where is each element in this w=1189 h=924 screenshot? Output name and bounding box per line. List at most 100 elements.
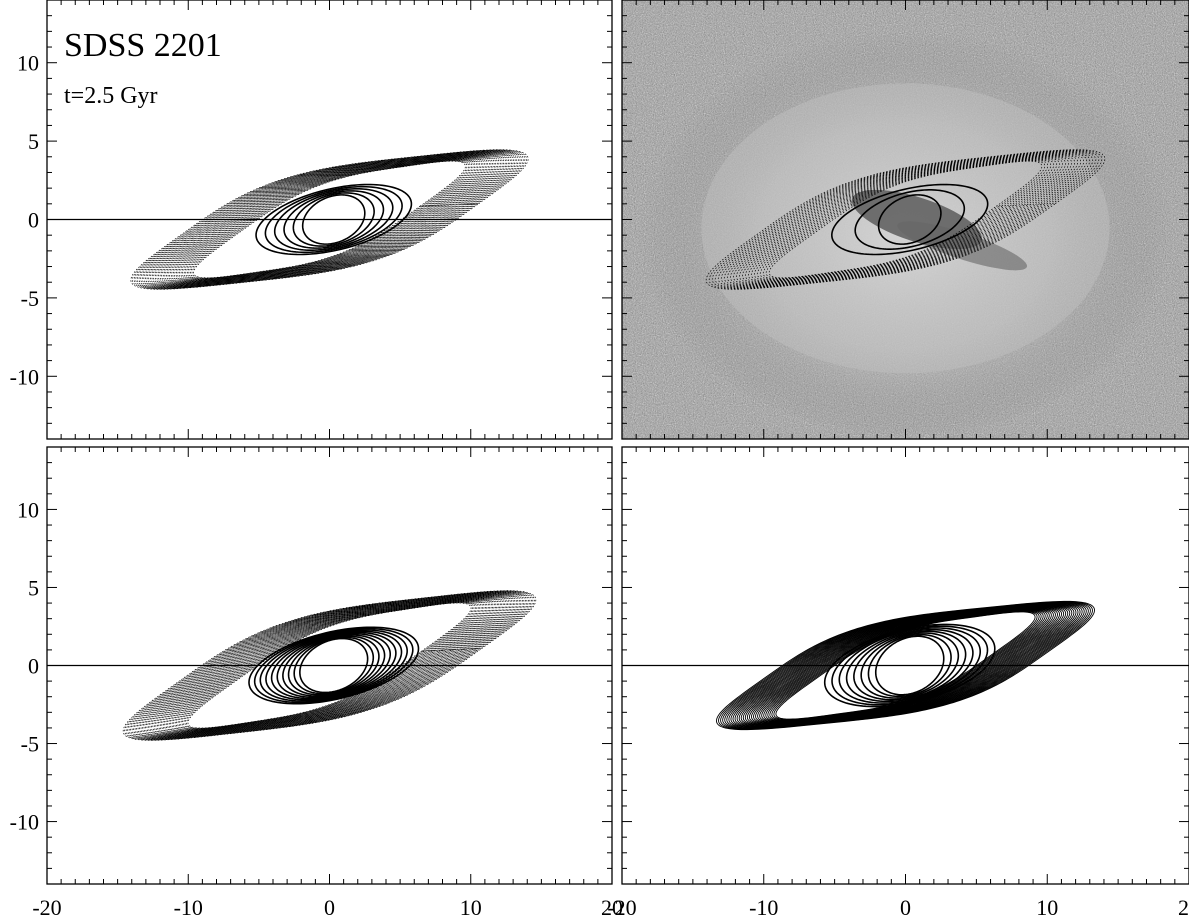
orbit-line	[732, 154, 1079, 285]
inner-loop	[283, 190, 385, 249]
inner-loop	[255, 183, 413, 256]
x-tick-label: -20	[32, 895, 61, 920]
orbit-line	[191, 160, 468, 279]
x-tick-label: 20	[601, 895, 623, 920]
orbit-line	[180, 158, 479, 281]
orbit-family	[705, 149, 1106, 290]
orbit-line	[751, 607, 1060, 724]
orbit-line	[181, 601, 478, 730]
inner-loop	[854, 189, 966, 250]
orbit-family	[122, 590, 537, 741]
orbit-line	[755, 607, 1056, 724]
inner-loop	[248, 626, 420, 705]
orbit-line	[167, 156, 492, 283]
x-tick-label: 0	[324, 895, 335, 920]
inner-loop	[831, 625, 989, 706]
orbit-line	[140, 151, 519, 288]
orbit-line	[166, 155, 493, 284]
inner-loop	[253, 627, 414, 704]
inner-loop	[860, 632, 960, 699]
x-tick-label: -10	[174, 895, 203, 920]
orbit-line	[145, 151, 514, 288]
orbit-line	[173, 599, 486, 732]
orbit-line	[729, 153, 1082, 286]
figure-title: SDSS 2201	[64, 27, 222, 64]
orbit-line	[744, 605, 1067, 726]
orbit-line	[149, 152, 510, 287]
orbit-line	[177, 157, 482, 282]
panel-top-left: 10 5 0 -5 -10	[10, 0, 613, 440]
orbit-line	[125, 590, 534, 741]
orbit-line	[720, 152, 1091, 287]
orbit-line	[168, 598, 491, 733]
orbit-line	[156, 596, 503, 735]
y-tick-label: -10	[10, 364, 39, 389]
inner-loop	[823, 623, 996, 708]
orbit-line	[714, 150, 1097, 289]
inner-loop	[853, 630, 967, 701]
orbit-line	[744, 156, 1067, 283]
y-tick-label: -5	[21, 732, 39, 757]
y-tick-label: 10	[17, 51, 39, 76]
orbit-line	[150, 595, 509, 736]
orbit-line	[187, 602, 472, 729]
orbit-line	[162, 597, 497, 734]
orbit-line	[156, 154, 503, 285]
inner-loop	[264, 185, 403, 254]
inner-loop	[273, 187, 394, 252]
orbit-line	[746, 606, 1065, 725]
orbit-line	[174, 600, 485, 731]
orbit-line	[132, 149, 527, 290]
orbit-line	[153, 153, 506, 286]
orbit-line	[146, 152, 513, 287]
orbit-line	[141, 151, 518, 288]
inner-loops	[255, 183, 413, 256]
inner-loops	[831, 183, 989, 256]
orbit-line	[170, 156, 489, 283]
inner-loop	[845, 628, 974, 703]
orbit-line	[130, 591, 529, 740]
x-tick-label: 0	[900, 895, 911, 920]
orbit-line	[152, 595, 507, 736]
orbit-line	[133, 592, 526, 739]
orbit-line	[148, 152, 511, 287]
inner-loop	[874, 635, 945, 696]
orbit-line	[162, 155, 497, 284]
orbit-line	[717, 151, 1094, 288]
orbit-line	[134, 592, 525, 739]
inner-loop	[292, 192, 375, 247]
x-tick-label: -10	[749, 895, 778, 920]
inner-loop	[301, 194, 366, 245]
inner-loop	[293, 636, 375, 695]
panel-bottom-right: -20 -10 0 10 20	[607, 446, 1189, 920]
orbit-line	[177, 600, 482, 731]
panel-bottom-left: 10 5 0 -5 -10 -20 -10 0 10 20	[10, 446, 623, 920]
y-tick-label: 5	[28, 129, 39, 154]
orbit-line	[137, 593, 522, 738]
orbit-line	[151, 153, 508, 286]
orbit-line	[135, 150, 524, 289]
orbit-line	[170, 599, 489, 732]
orbit-line	[155, 596, 504, 735]
orbit-line	[190, 160, 469, 279]
orbit-line	[705, 149, 1106, 290]
orbit-line	[768, 160, 1043, 279]
orbit-line	[171, 599, 488, 732]
y-tick-label: 0	[28, 654, 39, 679]
inner-loop	[838, 627, 982, 704]
x-tick-label: 10	[460, 895, 482, 920]
inner-loops	[823, 623, 996, 708]
orbit-line	[145, 594, 514, 737]
orbit-line	[716, 600, 1095, 731]
inner-loop	[877, 194, 942, 245]
orbit-line	[143, 151, 516, 288]
orbit-line	[154, 153, 505, 286]
orbit-line	[178, 158, 481, 281]
orbit-line	[153, 596, 506, 735]
orbit-line	[759, 608, 1052, 723]
orbit-line	[130, 149, 529, 290]
orbit-line	[137, 150, 522, 289]
orbit-line	[723, 152, 1088, 287]
orbit-line	[749, 606, 1062, 725]
orbit-line	[753, 607, 1058, 724]
